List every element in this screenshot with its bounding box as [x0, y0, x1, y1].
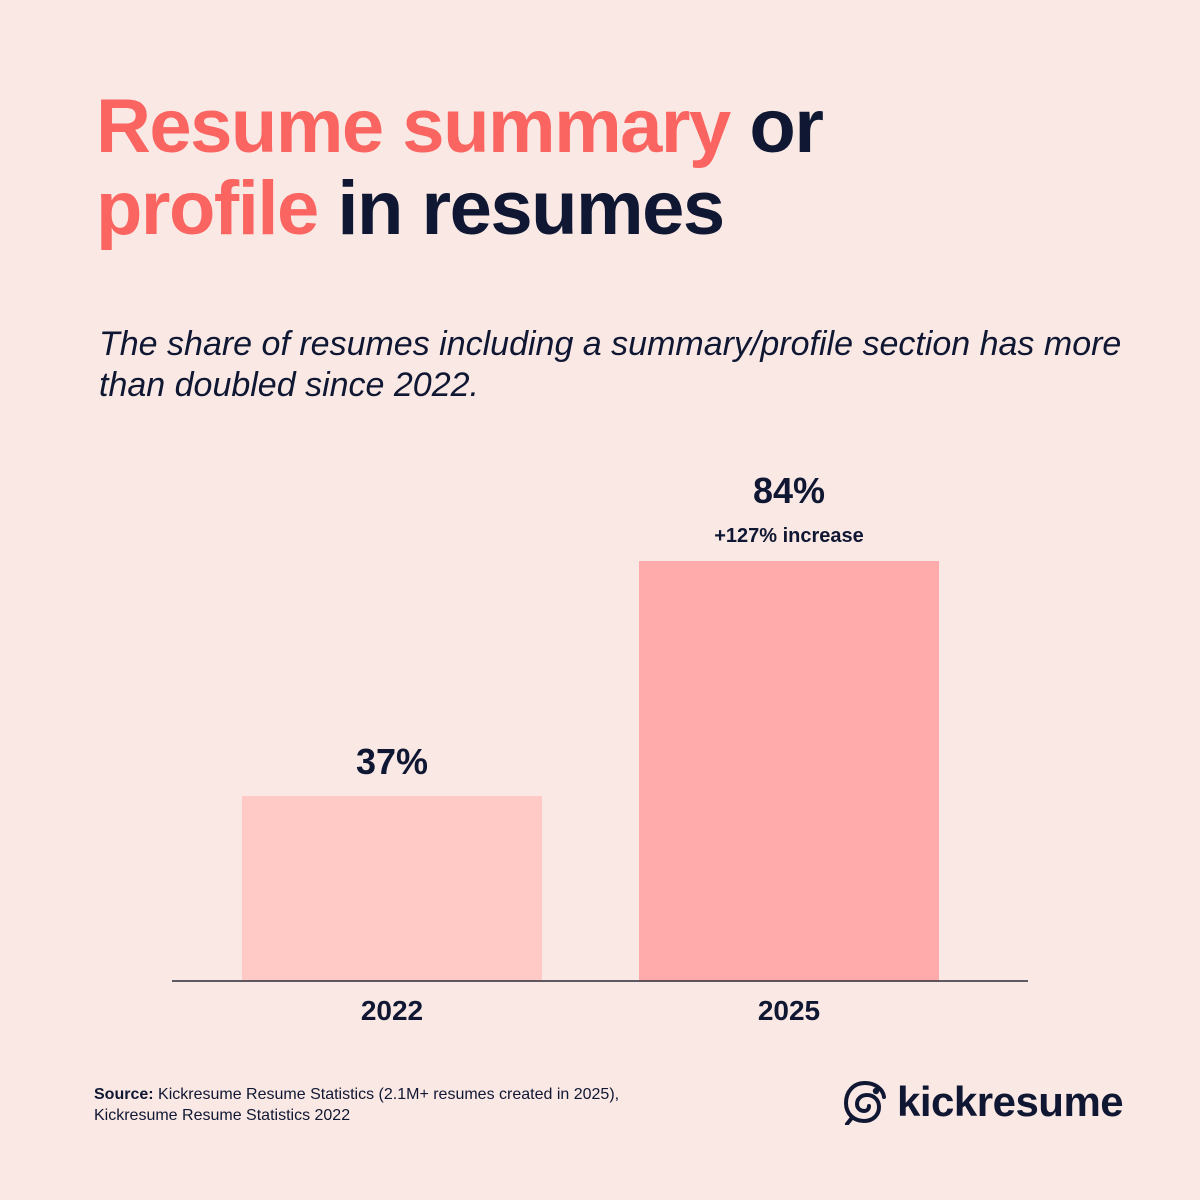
value-label-2025: 84% [753, 470, 825, 511]
bars-group [242, 561, 939, 981]
labels-group: 37% 2022 +127% increase 84% 2025 [356, 470, 864, 1026]
title-part-3: profile [96, 166, 319, 251]
brand-name: kickresume [897, 1078, 1124, 1125]
source-note: Source: Kickresume Resume Statistics (2.… [94, 1084, 694, 1126]
annotation-2025: +127% increase [714, 525, 864, 547]
bar-chart: 37% 2022 +127% increase 84% 2025 [172, 470, 1028, 1026]
bar-2022 [242, 796, 542, 981]
page-title: Resume summary or profile in resumes [96, 86, 1156, 250]
x-tick-label-2025: 2025 [758, 995, 820, 1026]
brand-logo: kickresume [843, 1078, 1124, 1126]
chameleon-logo-icon [843, 1081, 886, 1125]
source-label: Source: [94, 1086, 154, 1103]
value-label-2022: 37% [356, 741, 428, 782]
title-part-1: Resume summary [96, 84, 731, 169]
bar-2025 [639, 561, 939, 981]
x-tick-label-2022: 2022 [361, 995, 423, 1026]
source-text: Kickresume Resume Statistics (2.1M+ resu… [158, 1086, 620, 1103]
title-part-2: or [749, 84, 824, 169]
title-part-4: in resumes [337, 166, 725, 251]
subtitle: The share of resumes including a summary… [99, 325, 1122, 404]
source-text-2: Kickresume Resume Statistics 2022 [94, 1107, 351, 1124]
